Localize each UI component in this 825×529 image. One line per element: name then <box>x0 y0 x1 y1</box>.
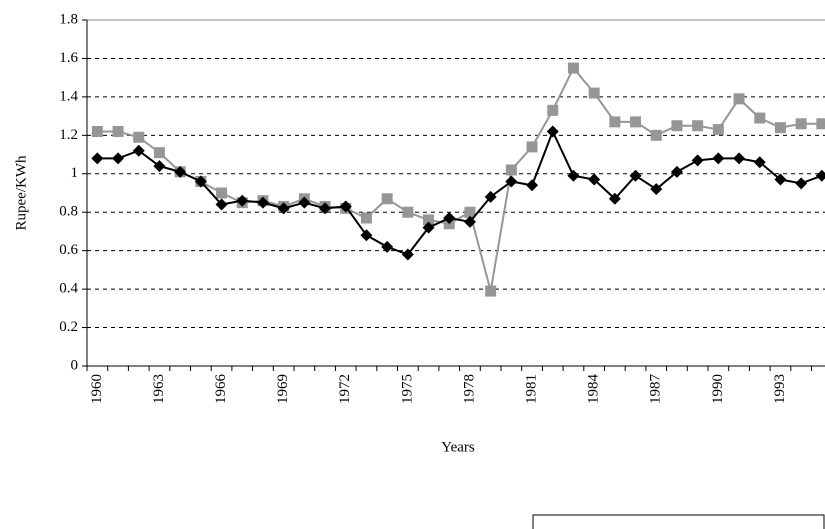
marker <box>401 248 414 261</box>
y-tick-label: 0.8 <box>59 204 78 220</box>
marker <box>381 240 394 253</box>
marker <box>795 177 808 190</box>
legend-box <box>532 514 825 529</box>
x-tick-label: 1990 <box>710 374 726 404</box>
marker <box>215 198 228 211</box>
marker <box>671 120 683 132</box>
y-tick-label: 0.2 <box>59 319 78 335</box>
marker <box>692 120 704 132</box>
marker <box>795 118 807 130</box>
marker <box>256 196 269 209</box>
x-tick-label: 1972 <box>337 374 353 404</box>
y-tick-label: 1.4 <box>59 88 78 104</box>
marker <box>277 202 290 215</box>
marker <box>733 93 745 105</box>
marker <box>774 173 787 186</box>
marker <box>650 129 662 141</box>
marker <box>567 62 579 74</box>
marker <box>588 173 601 186</box>
x-tick-label: 1960 <box>89 374 105 404</box>
y-tick-label: 0 <box>71 357 79 373</box>
marker <box>153 147 165 159</box>
marker <box>774 122 786 134</box>
marker <box>526 141 538 153</box>
marker <box>402 206 414 218</box>
marker <box>816 118 825 130</box>
legend-label: KESC <box>716 527 754 529</box>
marker <box>443 211 456 224</box>
marker <box>236 194 249 207</box>
y-axis-title: Rupee/KWh <box>13 155 29 230</box>
x-tick-label: 1975 <box>399 374 415 404</box>
marker <box>112 152 125 165</box>
y-tick-label: 1.8 <box>59 11 78 27</box>
marker <box>485 285 497 297</box>
marker <box>733 152 746 165</box>
marker <box>546 125 559 138</box>
x-tick-label: 1978 <box>461 374 477 404</box>
marker <box>567 169 580 182</box>
marker <box>339 200 352 213</box>
x-tick-label: 1987 <box>648 374 664 405</box>
marker <box>422 221 435 234</box>
legend-label: WAPDA <box>598 527 652 529</box>
marker <box>815 169 825 182</box>
marker <box>464 206 476 218</box>
marker <box>629 169 642 182</box>
marker <box>153 160 166 173</box>
series-line <box>97 128 823 256</box>
marker <box>463 215 476 228</box>
marker <box>319 202 332 215</box>
marker <box>526 179 539 192</box>
marker <box>174 165 187 178</box>
marker <box>484 190 497 203</box>
y-tick-label: 1 <box>71 165 79 181</box>
marker <box>298 196 311 209</box>
x-tick-label: 1969 <box>275 374 291 404</box>
marker <box>588 87 600 99</box>
marker <box>608 192 621 205</box>
marker <box>423 214 435 226</box>
marker <box>650 183 663 196</box>
x-tick-label: 1981 <box>523 374 539 404</box>
marker <box>91 152 104 165</box>
x-tick-label: 1984 <box>586 374 602 405</box>
marker <box>630 116 642 128</box>
marker <box>360 229 373 242</box>
y-tick-label: 1.6 <box>59 50 78 66</box>
marker <box>505 175 518 188</box>
marker <box>194 175 207 188</box>
marker <box>112 125 124 137</box>
y-tick-label: 0.4 <box>59 281 78 297</box>
marker <box>381 193 393 205</box>
y-tick-label: 0.6 <box>59 242 78 258</box>
x-tick-label: 1966 <box>213 374 229 405</box>
marker <box>133 131 145 143</box>
x-tick-label: 1993 <box>772 374 788 404</box>
marker <box>547 104 559 116</box>
marker <box>712 152 725 165</box>
x-axis-title: Years <box>441 439 475 455</box>
x-tick-label: 1963 <box>151 374 167 404</box>
marker <box>691 154 704 167</box>
marker <box>132 144 145 157</box>
marker <box>360 212 372 224</box>
marker <box>216 187 228 199</box>
marker <box>712 124 724 136</box>
marker <box>753 156 766 169</box>
marker <box>505 164 517 176</box>
marker <box>754 112 766 124</box>
marker <box>670 165 683 178</box>
marker <box>91 125 103 137</box>
marker <box>609 116 621 128</box>
y-tick-label: 1.2 <box>59 127 78 143</box>
